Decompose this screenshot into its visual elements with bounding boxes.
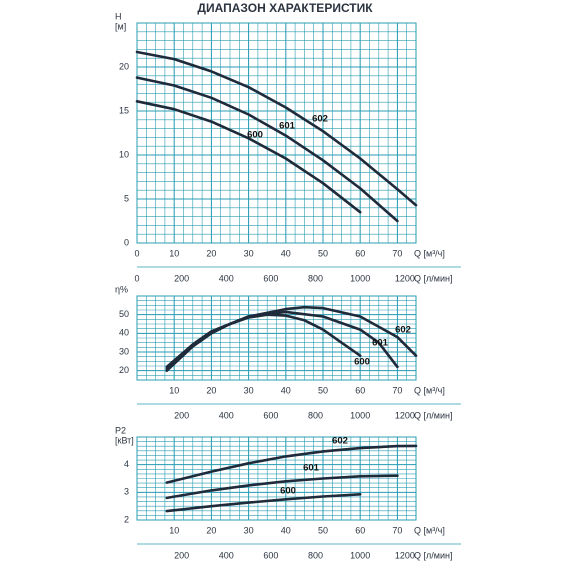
- x2-tick-label: 1200: [395, 273, 415, 283]
- x2-tick-label: 200: [174, 273, 189, 283]
- x2-tick-label: 0: [134, 273, 139, 283]
- x2-tick-label: 1200: [395, 550, 415, 560]
- x2-axis-label: Q [л/мин]: [414, 550, 452, 560]
- x-tick-label: 60: [355, 385, 365, 395]
- curve: [165, 474, 399, 500]
- y-tick-label: 5: [124, 193, 129, 203]
- x-tick-label: 40: [281, 525, 291, 535]
- y-axis-unit: [кВт]: [115, 435, 134, 445]
- y-tick-label: 0: [124, 237, 129, 247]
- y-axis-label: η%: [115, 284, 128, 294]
- y-tick-label: 15: [119, 105, 129, 115]
- curve: [165, 305, 418, 369]
- curve-label: 602: [312, 114, 328, 125]
- plot-frame: [136, 436, 417, 521]
- y-tick-label: 2: [124, 514, 129, 524]
- x2-tick-label: 400: [219, 410, 234, 420]
- x2-tick-label: 800: [308, 550, 323, 560]
- x-tick-label: 30: [244, 385, 254, 395]
- curve: [135, 50, 418, 207]
- x-tick-label: 10: [169, 248, 179, 258]
- chart-title: ДИАПАЗОН ХАРАКТЕРИСТИК: [197, 1, 373, 15]
- y-axis-label: P2: [115, 425, 126, 435]
- x2-tick-label: 1000: [350, 410, 370, 420]
- x-tick-label: 10: [169, 525, 179, 535]
- curve-label: 601: [303, 463, 320, 474]
- x2-tick-label: 600: [263, 410, 278, 420]
- y-tick-label: 40: [119, 328, 129, 338]
- x-tick-label: 40: [281, 385, 291, 395]
- curve: [165, 493, 362, 513]
- plot-frame: [136, 22, 417, 244]
- plot-frame: [136, 295, 417, 381]
- x2-tick-label: 1000: [350, 550, 370, 560]
- x-tick-label: 40: [281, 248, 291, 258]
- curve: [135, 76, 399, 223]
- x-tick-label: 20: [206, 248, 216, 258]
- x-tick-label: 50: [318, 525, 328, 535]
- curve-label: 601: [372, 338, 389, 349]
- x2-tick-label: 1000: [350, 273, 370, 283]
- x2-tick-label: 200: [174, 550, 189, 560]
- y-tick-label: 3: [124, 487, 129, 497]
- x-tick-label: 60: [355, 248, 365, 258]
- x-tick-label: 20: [206, 525, 216, 535]
- x2-tick-label: 600: [263, 273, 278, 283]
- y-tick-label: 10: [119, 149, 129, 159]
- x2-tick-label: 800: [308, 273, 323, 283]
- y-axis-label: H: [115, 11, 122, 21]
- x-tick-label: 60: [355, 525, 365, 535]
- x-axis-label: Q [м³/ч]: [414, 525, 445, 535]
- x-axis-label: Q [м³/ч]: [414, 248, 445, 258]
- x-tick-label: 70: [392, 248, 402, 258]
- x-tick-label: 30: [244, 248, 254, 258]
- curve-label: 602: [332, 436, 348, 447]
- x-tick-label: 0: [134, 248, 139, 258]
- x2-axis-label: Q [л/мин]: [414, 410, 452, 420]
- curve-label: 600: [247, 130, 263, 141]
- x-tick-label: 70: [392, 525, 402, 535]
- x-tick-label: 50: [318, 385, 328, 395]
- x-axis-label: Q [м³/ч]: [414, 385, 445, 395]
- x-tick-label: 30: [244, 525, 254, 535]
- x-tick-label: 50: [318, 248, 328, 258]
- y-tick-label: 30: [119, 346, 129, 356]
- x2-tick-label: 400: [219, 550, 234, 560]
- y-tick-label: 20: [119, 61, 129, 71]
- x2-axis-label: Q [л/мин]: [414, 273, 452, 283]
- curve: [135, 100, 362, 214]
- x-tick-label: 70: [392, 385, 402, 395]
- x2-tick-label: 200: [174, 410, 189, 420]
- curve-label: 600: [280, 486, 296, 497]
- y-tick-label: 4: [124, 459, 129, 469]
- x-tick-label: 10: [169, 385, 179, 395]
- curve-label: 602: [395, 325, 411, 336]
- y-tick-label: 50: [119, 309, 129, 319]
- curve-label: 601: [279, 121, 296, 132]
- y-axis-unit: [м]: [115, 21, 126, 31]
- x2-tick-label: 800: [308, 410, 323, 420]
- curve-label: 600: [354, 357, 370, 368]
- y-tick-label: 20: [119, 365, 129, 375]
- x-tick-label: 20: [206, 385, 216, 395]
- x2-tick-label: 400: [219, 273, 234, 283]
- x2-tick-label: 1200: [395, 410, 415, 420]
- curve: [165, 444, 418, 484]
- x2-tick-label: 600: [263, 550, 278, 560]
